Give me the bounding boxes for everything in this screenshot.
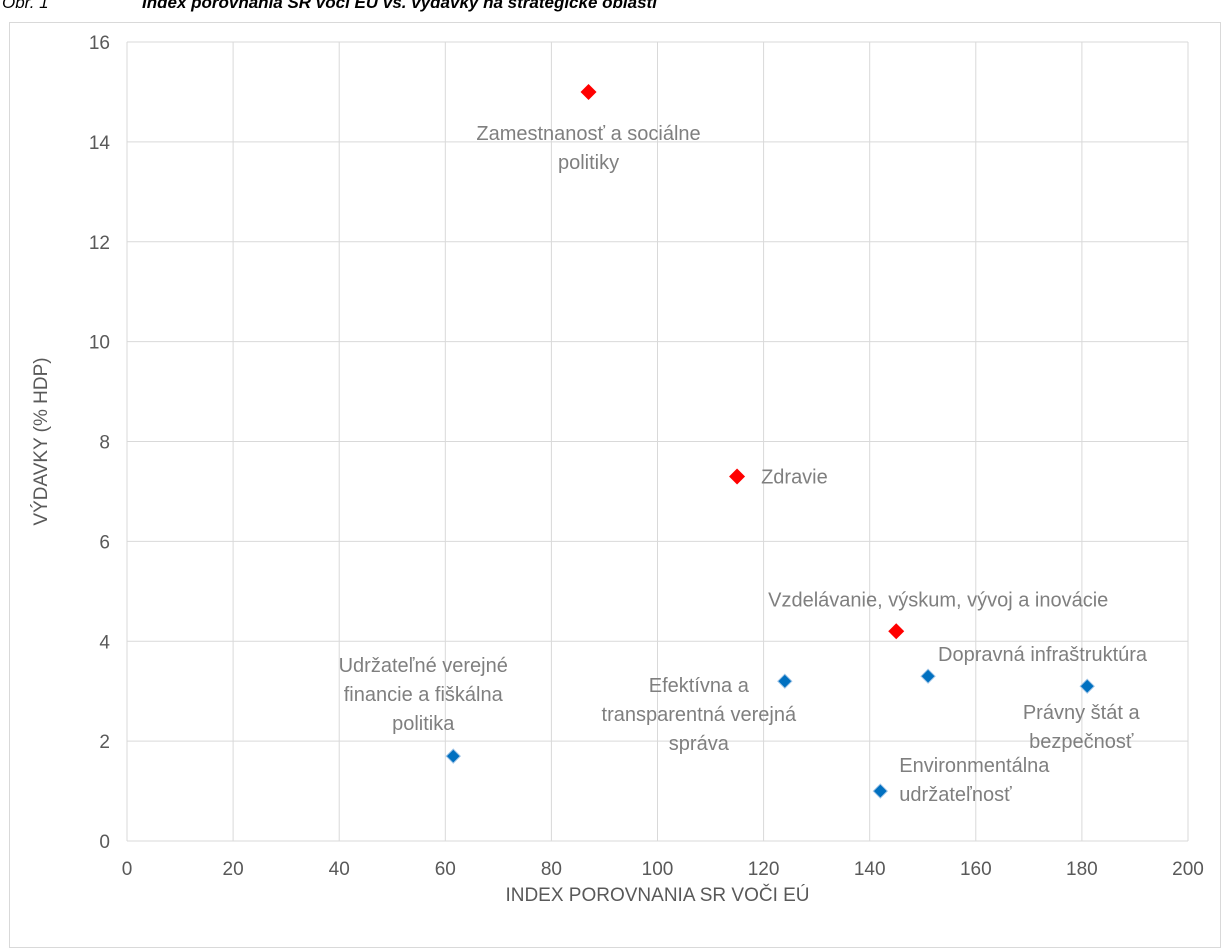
x-tick-labels: 0 20 40 60 80 100 120 140 160 180 200 [122,859,1204,880]
figure-title: Index porovnania SR voči EÚ vs. výdavky … [142,0,657,12]
data-point-label: Právny štát a bezpečnosť [1023,702,1141,753]
chart-frame [9,22,1221,948]
x-tick-label: 200 [1172,859,1204,880]
data-point-label: Dopravná infraštruktúra [938,644,1148,666]
x-tick-label: 120 [748,859,780,880]
x-tick-label: 80 [541,859,562,880]
data-point-marker [1079,678,1095,694]
y-axis-title: VÝDAVKY (% HDP) [31,357,52,525]
data-point-label: Efektívna a transparentná verejná správa [602,675,797,755]
x-tick-label: 100 [642,859,674,880]
y-tick-label: 0 [99,832,110,853]
data-point-marker [729,468,746,485]
x-tick-label: 60 [435,859,456,880]
data-point-marker [580,83,597,100]
x-axis-title: INDEX POROVNANIA SR VOČI EÚ [505,884,809,906]
y-tick-label: 6 [99,532,110,553]
figure-caption: Obr. 1 Index porovnania SR voči EÚ vs. vý… [2,0,657,13]
data-point-label: Zamestnanosť a sociálne politiky [476,123,700,174]
x-tick-label: 140 [854,859,886,880]
x-tick-label: 40 [329,859,350,880]
y-tick-label: 2 [99,732,110,753]
data-points [445,83,1095,799]
data-point-label: Zdravie [761,466,828,488]
data-point-marker [888,623,905,640]
y-tick-label: 8 [99,433,110,454]
y-tick-label: 10 [89,333,110,354]
data-point-marker [920,668,936,684]
point-labels: Zamestnanosť a sociálne politiky Zdravie Vz… [339,123,1148,806]
y-tick-labels: 0 2 4 6 8 10 12 14 16 [89,33,111,853]
y-tick-label: 14 [89,133,111,154]
data-point-label: Udržateľné verejné financie a fiškálna pol… [339,655,508,735]
data-point-marker [777,673,793,689]
y-tick-label: 12 [89,233,110,254]
data-point-marker [445,748,461,764]
grid-lines [126,41,1189,842]
y-tick-label: 16 [89,33,110,54]
x-tick-label: 160 [960,859,992,880]
data-point-marker [872,783,889,799]
data-point-label: Environmentálna udržateľnosť [899,755,1050,806]
y-tick-label: 4 [99,632,110,653]
x-tick-label: 20 [223,859,244,880]
data-point-label: Vzdelávanie, výskum, vývoj a inovácie [768,589,1108,611]
x-tick-label: 180 [1066,859,1098,880]
figure-number: Obr. 1 [2,0,49,12]
x-tick-label: 0 [122,859,133,880]
